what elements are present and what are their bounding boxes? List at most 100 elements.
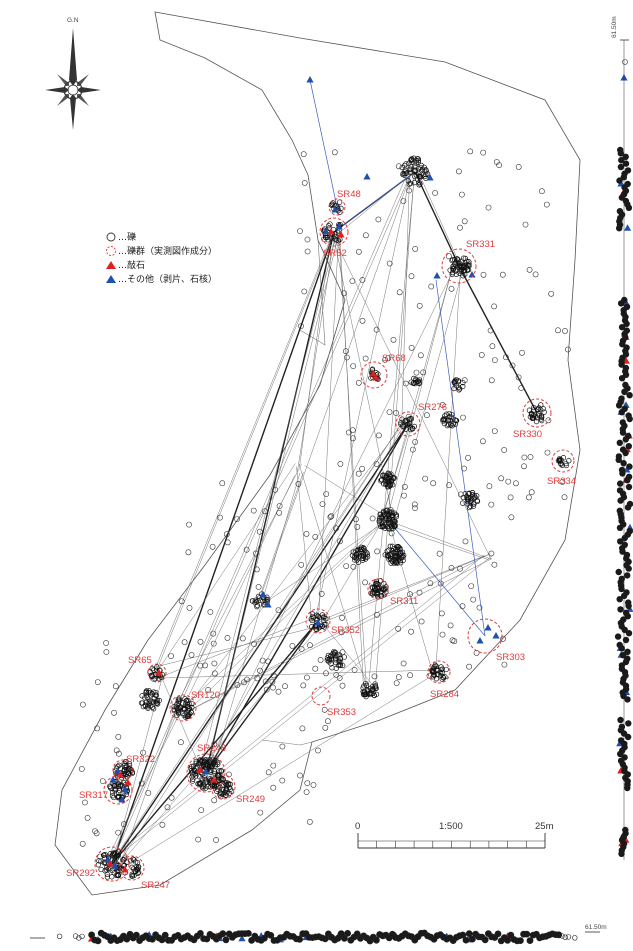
pebble	[409, 446, 416, 453]
pebble	[323, 670, 329, 677]
pebble	[251, 641, 257, 647]
pebble	[335, 238, 342, 244]
pebble	[202, 662, 208, 669]
pebble	[98, 858, 104, 864]
pebble	[115, 873, 122, 879]
pebble	[559, 478, 566, 485]
pebble	[265, 769, 272, 776]
refit-line	[114, 555, 493, 860]
pebble	[389, 543, 396, 549]
pebble	[373, 326, 380, 333]
pebble	[355, 470, 362, 477]
pebble	[325, 223, 332, 229]
pebble	[307, 642, 313, 649]
pebble	[460, 273, 466, 279]
pebble	[193, 760, 199, 766]
inner-boundary	[299, 239, 326, 346]
refit-line	[183, 475, 295, 707]
pebble	[104, 864, 110, 870]
other-artifact-marker	[363, 173, 371, 180]
hammerstone-marker	[196, 766, 204, 773]
profile-pebble	[267, 932, 275, 939]
pebble	[405, 422, 411, 428]
pebble	[395, 163, 402, 170]
pebble	[297, 772, 303, 779]
site-group-circle	[112, 759, 134, 781]
site-group-label: SR322	[126, 754, 155, 765]
pebble	[478, 351, 485, 358]
pebble	[362, 692, 368, 698]
pebble	[116, 762, 122, 768]
pebble	[452, 378, 458, 385]
pebble	[339, 649, 346, 656]
pebble	[211, 660, 218, 667]
pebble	[319, 612, 326, 618]
pebble	[457, 264, 463, 270]
pebble	[111, 709, 117, 716]
pebble	[407, 169, 414, 176]
pebble	[402, 380, 409, 387]
pebble	[121, 821, 127, 828]
pebble	[323, 234, 329, 241]
refit-line	[110, 417, 406, 865]
profile-pebble	[372, 936, 380, 944]
hammerstone-marker	[337, 231, 345, 238]
pebble	[94, 725, 100, 732]
refit-line	[317, 617, 375, 687]
pebble	[433, 663, 439, 669]
refit-line	[296, 466, 312, 619]
refit-line	[117, 771, 200, 868]
profile-pebble	[123, 935, 131, 943]
refit-line	[111, 231, 335, 865]
pebble	[153, 689, 159, 696]
pebble	[115, 795, 122, 801]
site-group-circle	[305, 608, 331, 634]
pebble	[146, 699, 152, 705]
site-group-circle	[328, 198, 346, 216]
pebble	[98, 866, 104, 873]
profile-pebble	[625, 630, 633, 637]
profile-pebble	[624, 504, 632, 511]
profile-pebble	[56, 933, 63, 939]
profile-pebble	[619, 470, 626, 477]
pebble	[205, 687, 211, 693]
refit-line	[299, 237, 331, 467]
pebble	[383, 481, 389, 487]
pebble	[300, 682, 307, 689]
refit-line	[367, 175, 415, 697]
pebble	[147, 689, 154, 696]
elevation-right-label: 61.50m	[611, 16, 618, 38]
pebble	[339, 614, 345, 621]
pebble	[270, 684, 276, 691]
pebble	[96, 858, 102, 864]
pebble	[168, 794, 175, 801]
pebble	[445, 253, 452, 260]
profile-marker	[238, 934, 246, 942]
pebble	[299, 725, 306, 732]
pebble	[382, 586, 388, 592]
pebble	[355, 248, 362, 255]
pebble	[321, 613, 327, 620]
pebble	[177, 739, 184, 746]
profile-pebble	[624, 613, 631, 620]
pebble	[400, 198, 407, 204]
pebble	[218, 790, 224, 797]
pebble	[385, 553, 392, 559]
refit-line	[151, 626, 317, 669]
pebble	[460, 379, 466, 386]
pebble	[136, 869, 142, 875]
pebble	[385, 525, 392, 531]
pebble	[113, 850, 119, 856]
profile-pebble	[625, 602, 632, 610]
pebble	[448, 285, 455, 292]
pebble	[411, 501, 418, 508]
pebble	[374, 581, 380, 587]
pebble	[234, 682, 241, 688]
artifact-markers	[88, 74, 633, 943]
pebble	[375, 216, 382, 223]
pebble	[352, 516, 359, 523]
pebble	[399, 164, 405, 171]
pebble	[377, 517, 383, 523]
profile-pebble	[622, 160, 630, 167]
pebble	[276, 509, 283, 516]
